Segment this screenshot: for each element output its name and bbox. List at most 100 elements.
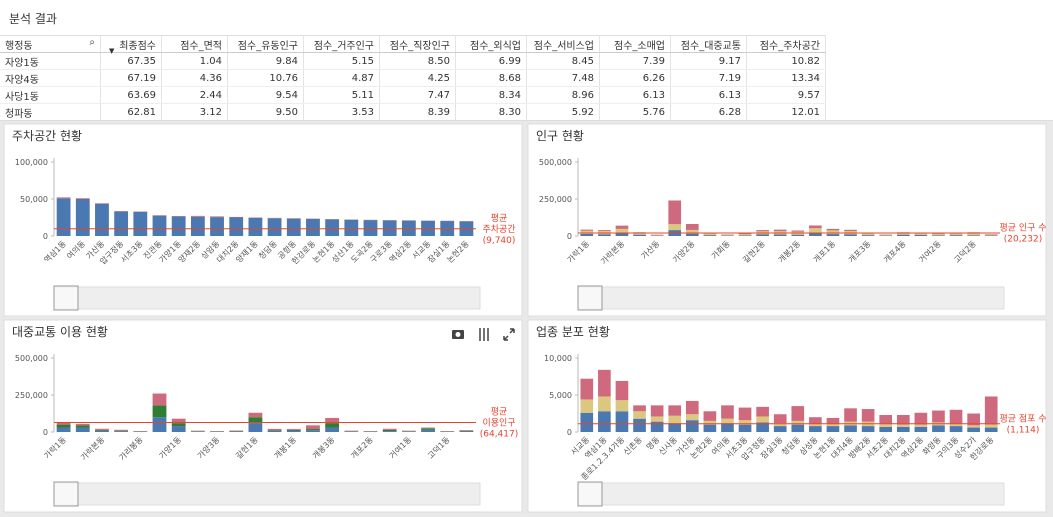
bar-segment	[773, 423, 787, 427]
bar-segment	[171, 423, 186, 427]
table-cell: 9.54	[227, 86, 304, 104]
table-cell: 7.48	[526, 69, 600, 87]
bar-segment	[75, 427, 90, 432]
bar-segment	[773, 229, 787, 232]
bar-segment	[190, 216, 205, 236]
bar-segment	[949, 423, 963, 427]
bar-segment	[896, 414, 910, 425]
bar-segment	[615, 233, 629, 236]
column-header[interactable]: 점수_서비스업	[526, 35, 600, 53]
mean-label: (1,114)	[1007, 425, 1040, 435]
column-header[interactable]: 점수_면적	[161, 35, 228, 53]
column-header[interactable]: 점수_외식업	[455, 35, 527, 53]
bar-segment	[267, 428, 282, 431]
column-header[interactable]: 점수_거주인구	[303, 35, 380, 53]
bar-segment	[685, 414, 699, 421]
bar-segment	[171, 426, 186, 432]
column-header[interactable]: 점수_대중교통	[670, 35, 747, 53]
bar-segment	[633, 232, 646, 235]
bar-segment	[363, 220, 378, 236]
scroll-window[interactable]	[53, 285, 79, 311]
bar-segment	[773, 414, 787, 424]
column-header[interactable]: 점수_직장인구	[379, 35, 456, 53]
bar-segment	[809, 423, 822, 427]
mean-label: (64,417)	[480, 429, 519, 439]
bar-segment	[844, 425, 857, 432]
column-header[interactable]: 점수_주차공간	[746, 35, 826, 53]
bar-segment	[879, 423, 893, 427]
table-cell: 8.45	[526, 52, 600, 70]
bar-segment	[668, 224, 682, 231]
table-cell: 67.35	[100, 52, 162, 70]
bar-segment	[826, 426, 840, 432]
bar-segment	[861, 426, 875, 432]
bar-segment	[791, 234, 805, 236]
bar-segment	[421, 428, 435, 430]
bar-segment	[809, 233, 822, 236]
bar-segment	[685, 400, 699, 415]
bar-segment	[56, 424, 71, 428]
bar-segment	[95, 203, 109, 236]
result-panel: 분석 결과 행정동 ⌕ 최종점수 ▼ 점수_면적 점수_유동인구 점수_거주인구 점수_직장인…	[0, 0, 1053, 121]
bar-segment	[56, 427, 71, 432]
table-row[interactable]: 자양1동 67.35 1.04 9.84 5.15 8.50 6.99 8.45 7.39 9.1…	[0, 52, 826, 70]
bar-segment	[580, 378, 594, 400]
bar-segment	[286, 430, 301, 432]
bar-segment	[306, 429, 320, 431]
bar-segment	[650, 421, 664, 432]
table-cell: 10.76	[227, 69, 304, 87]
table-cell: 8.50	[379, 52, 456, 70]
bar-segment	[756, 230, 769, 232]
column-header[interactable]: 최종점수 ▼	[100, 35, 162, 55]
scroll-window[interactable]	[53, 481, 79, 507]
expand-icon[interactable]	[503, 328, 515, 341]
scroll-window[interactable]	[577, 481, 603, 507]
table-cell: 62.81	[100, 103, 162, 120]
bar-segment	[984, 427, 998, 432]
bar-segment	[325, 417, 340, 424]
table-cell: 5.76	[599, 103, 671, 120]
bar-segment	[190, 215, 205, 217]
column-header[interactable]: 점수_유동인구	[227, 35, 304, 53]
scroll-window[interactable]	[577, 285, 603, 311]
bar-segment	[190, 430, 205, 432]
bar-segment	[826, 417, 840, 424]
bar-segment	[721, 405, 734, 419]
bar-segment	[615, 225, 629, 229]
bar-segment	[914, 233, 928, 235]
table-cell: 63.69	[100, 86, 162, 104]
y-tick-label: 0	[567, 428, 572, 437]
table-cell: 9.17	[670, 52, 747, 70]
bar-segment	[598, 396, 611, 412]
bar-segment	[152, 393, 167, 406]
search-icon[interactable]: ⌕	[89, 36, 95, 48]
table-cell: 4.87	[303, 69, 380, 87]
table-row[interactable]: 사당1동 63.69 2.44 9.54 5.11 7.47 8.34 8.96 6.13 6.1…	[0, 86, 826, 104]
mean-label: (20,232)	[1004, 235, 1043, 245]
bar-segment	[967, 413, 980, 426]
table-cell: 7.39	[599, 52, 671, 70]
bar-segment	[229, 216, 244, 218]
bar-segment	[738, 407, 752, 421]
bar-segment	[703, 411, 717, 421]
bar-segment	[721, 418, 734, 424]
table-row[interactable]: 자양4동 67.19 4.36 10.76 4.87 4.25 8.68 7.48 6.26 7.…	[0, 69, 826, 87]
table-row[interactable]: 청파동 62.81 3.12 9.50 3.53 8.39 8.30 5.92 5.76 6.28…	[0, 103, 826, 120]
bar-segment	[152, 215, 167, 236]
bar-segment	[668, 200, 682, 225]
chart-panel	[527, 123, 1047, 317]
sort-icon: ▼	[109, 47, 115, 55]
bar-segment	[56, 422, 71, 425]
bar-segment	[248, 217, 263, 236]
bar-segment	[932, 410, 945, 423]
y-tick-label: 5,000	[549, 391, 572, 400]
bar-segment	[152, 417, 167, 432]
panel-title: 분석 결과	[9, 12, 57, 26]
bar-segment	[95, 430, 109, 432]
column-header[interactable]: 점수_소매업	[599, 35, 671, 53]
chart-panel	[3, 319, 523, 513]
column-header[interactable]: 행정동 ⌕	[0, 35, 101, 53]
bar-segment	[984, 396, 998, 425]
chart-title: 인구 현황	[536, 129, 584, 143]
